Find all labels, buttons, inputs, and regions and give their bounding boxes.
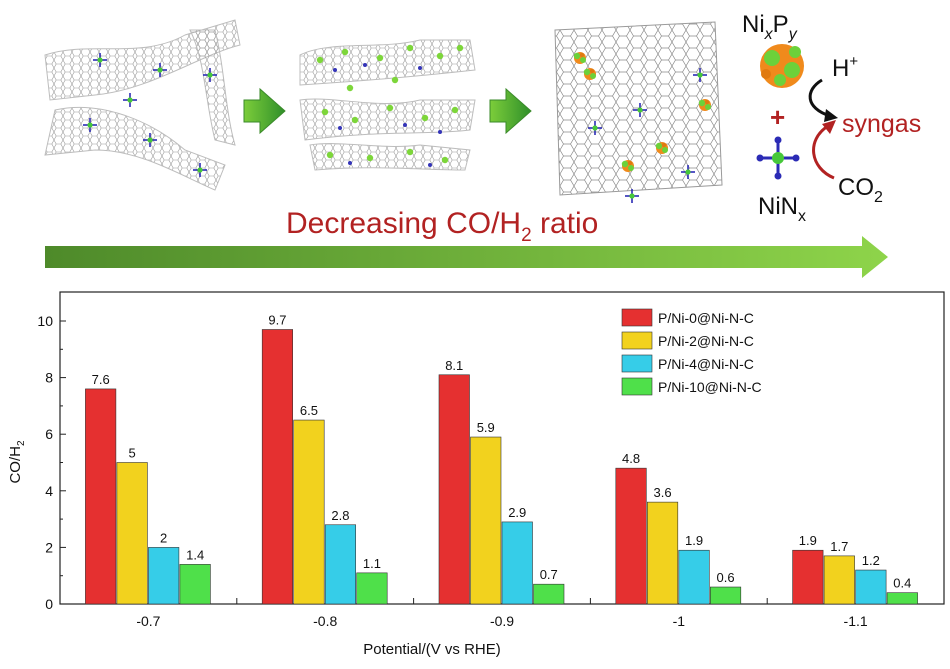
- graphene-sheet-image: [554, 21, 723, 204]
- h-plus-arrow: [808, 78, 831, 118]
- legend: P/Ni-0@Ni-N-C P/Ni-2@Ni-N-C P/Ni-4@Ni-N-C P…: [621, 308, 762, 396]
- bar: [179, 564, 211, 605]
- step-arrow-1: [243, 87, 286, 135]
- trend-arrow: [45, 236, 888, 278]
- nixpy-cluster-image: [760, 44, 804, 88]
- bar-value-label: 3.6: [654, 485, 672, 500]
- bar-value-label: 5: [129, 446, 136, 461]
- legend-label: P/Ni-10@Ni-N-C: [658, 379, 762, 395]
- bar: [646, 501, 679, 605]
- legend-label: P/Ni-4@Ni-N-C: [658, 356, 754, 372]
- bar: [855, 569, 887, 605]
- bar-value-label: 7.6: [92, 372, 110, 387]
- decreasing-ratio-label: Decreasing CO/H2 ratio: [286, 207, 598, 246]
- y-tick-label: 8: [45, 370, 53, 386]
- mechanism-panel: NixPy H+ + syngas: [742, 11, 921, 225]
- bar: [438, 374, 470, 605]
- bar-value-label: 1.7: [830, 539, 848, 554]
- bar-value-label: 2.9: [508, 505, 526, 520]
- bar: [615, 467, 647, 605]
- structure-illustrations: NixPy H+ + syngas: [44, 11, 921, 278]
- bar: [148, 547, 180, 605]
- y-tick-label: 6: [45, 426, 53, 442]
- bar: [678, 549, 710, 605]
- y-tick-label: 2: [45, 539, 53, 555]
- ninx-label: NiNx: [758, 193, 806, 225]
- y-axis-title: CO/H2: [7, 440, 27, 484]
- legend-label: P/Ni-0@Ni-N-C: [658, 310, 754, 326]
- co2-label: CO2: [838, 174, 883, 206]
- plus-sign: +: [770, 102, 785, 132]
- framework-structure-image: [299, 39, 476, 171]
- bar-labels-group: 7.6 5 2 1.4 9.7 6.5 2.8 1.1 8.1 5.9 2.9 0.7 4.8 3.6 1.…: [92, 312, 912, 590]
- nixpy-label: NixPy: [742, 11, 798, 43]
- legend-swatch: [621, 377, 653, 396]
- bar-value-label: 1.2: [862, 553, 880, 568]
- y-tick-label: 4: [45, 483, 53, 499]
- legend-swatch: [621, 354, 653, 373]
- bar: [470, 436, 502, 605]
- bar: [823, 555, 855, 605]
- x-tick-label: -0.8: [313, 613, 337, 629]
- x-tick-label: -0.9: [490, 613, 514, 629]
- legend-label: P/Ni-2@Ni-N-C: [658, 333, 754, 349]
- nanotube-structure-image: [44, 19, 241, 191]
- bar-chart: 0 2 4 6 8 10 -0.7 -0.8 -0.9 -1 -1.1 7.6 5 2 1.4 9.7 6.…: [7, 291, 945, 658]
- x-tick-label: -0.7: [136, 613, 160, 629]
- bar: [293, 419, 325, 605]
- bar-value-label: 0.4: [893, 576, 911, 591]
- bar-value-label: 4.8: [622, 451, 640, 466]
- bar-value-label: 2: [160, 530, 167, 545]
- bar: [501, 521, 533, 605]
- bar: [261, 329, 294, 605]
- bar: [324, 524, 357, 605]
- bar-value-label: 1.4: [186, 547, 204, 562]
- bar-value-label: 9.7: [268, 312, 286, 327]
- bars-group: [85, 329, 918, 605]
- bar-value-label: 1.1: [363, 556, 381, 571]
- bar-value-label: 0.7: [540, 567, 558, 582]
- bar: [116, 462, 148, 605]
- bar-value-label: 2.8: [331, 508, 349, 523]
- bar: [792, 549, 824, 605]
- bar-value-label: 8.1: [445, 358, 463, 373]
- ninx-site-image: [756, 136, 800, 180]
- legend-swatch: [621, 331, 653, 350]
- bar: [709, 586, 742, 605]
- x-axis: -0.7 -0.8 -0.9 -1 -1.1: [136, 598, 868, 629]
- legend-swatch: [621, 308, 653, 327]
- x-tick-label: -1.1: [844, 613, 868, 629]
- bar: [356, 572, 388, 605]
- bar-value-label: 5.9: [477, 420, 495, 435]
- bar-value-label: 0.6: [717, 570, 735, 585]
- x-axis-title: Potential/(V vs RHE): [363, 641, 501, 658]
- y-axis: 0 2 4 6 8 10: [37, 313, 66, 612]
- h-plus-label: H+: [832, 53, 858, 82]
- bar-value-label: 1.9: [799, 533, 817, 548]
- y-tick-label: 0: [45, 596, 53, 612]
- bar: [533, 583, 565, 605]
- x-tick-label: -1: [673, 613, 686, 629]
- y-tick-label: 10: [37, 313, 53, 329]
- bar-value-label: 6.5: [300, 403, 318, 418]
- syngas-label: syngas: [842, 110, 921, 138]
- bar: [85, 388, 117, 605]
- co2-arrow: [812, 124, 835, 180]
- step-arrow-2: [489, 87, 532, 135]
- bar-value-label: 1.9: [685, 533, 703, 548]
- bar: [886, 592, 918, 605]
